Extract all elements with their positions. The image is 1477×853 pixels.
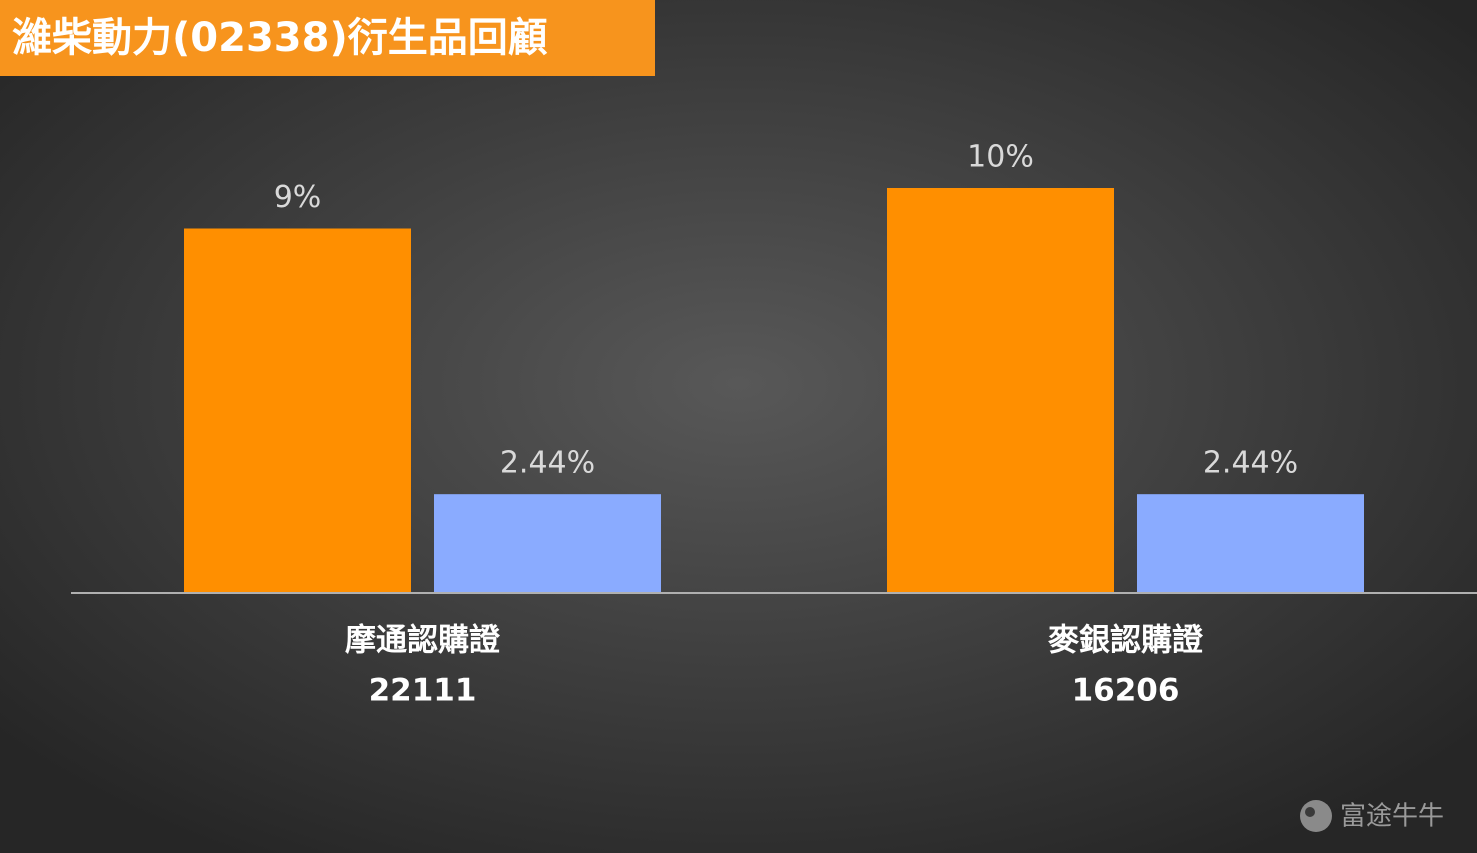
value-label: 9%	[274, 180, 322, 215]
chart-title: 濰柴動力(02338)衍生品回顧	[12, 15, 548, 61]
x-tick-label: 摩通認購證	[345, 623, 501, 659]
value-label: 2.44%	[1203, 446, 1298, 481]
value-label: 10%	[967, 140, 1034, 175]
x-tick-label: 16206	[1072, 673, 1180, 709]
value-label: 2.44%	[500, 446, 595, 481]
bar	[1137, 494, 1364, 593]
bar	[184, 228, 411, 593]
bar	[434, 494, 661, 593]
watermark-logo	[1300, 800, 1332, 832]
title-box	[0, 0, 655, 76]
x-tick-label: 22111	[369, 673, 477, 709]
watermark: 富途牛牛	[1340, 802, 1444, 832]
x-tick-label: 麥銀認購證	[1048, 623, 1204, 659]
bar	[887, 188, 1114, 593]
